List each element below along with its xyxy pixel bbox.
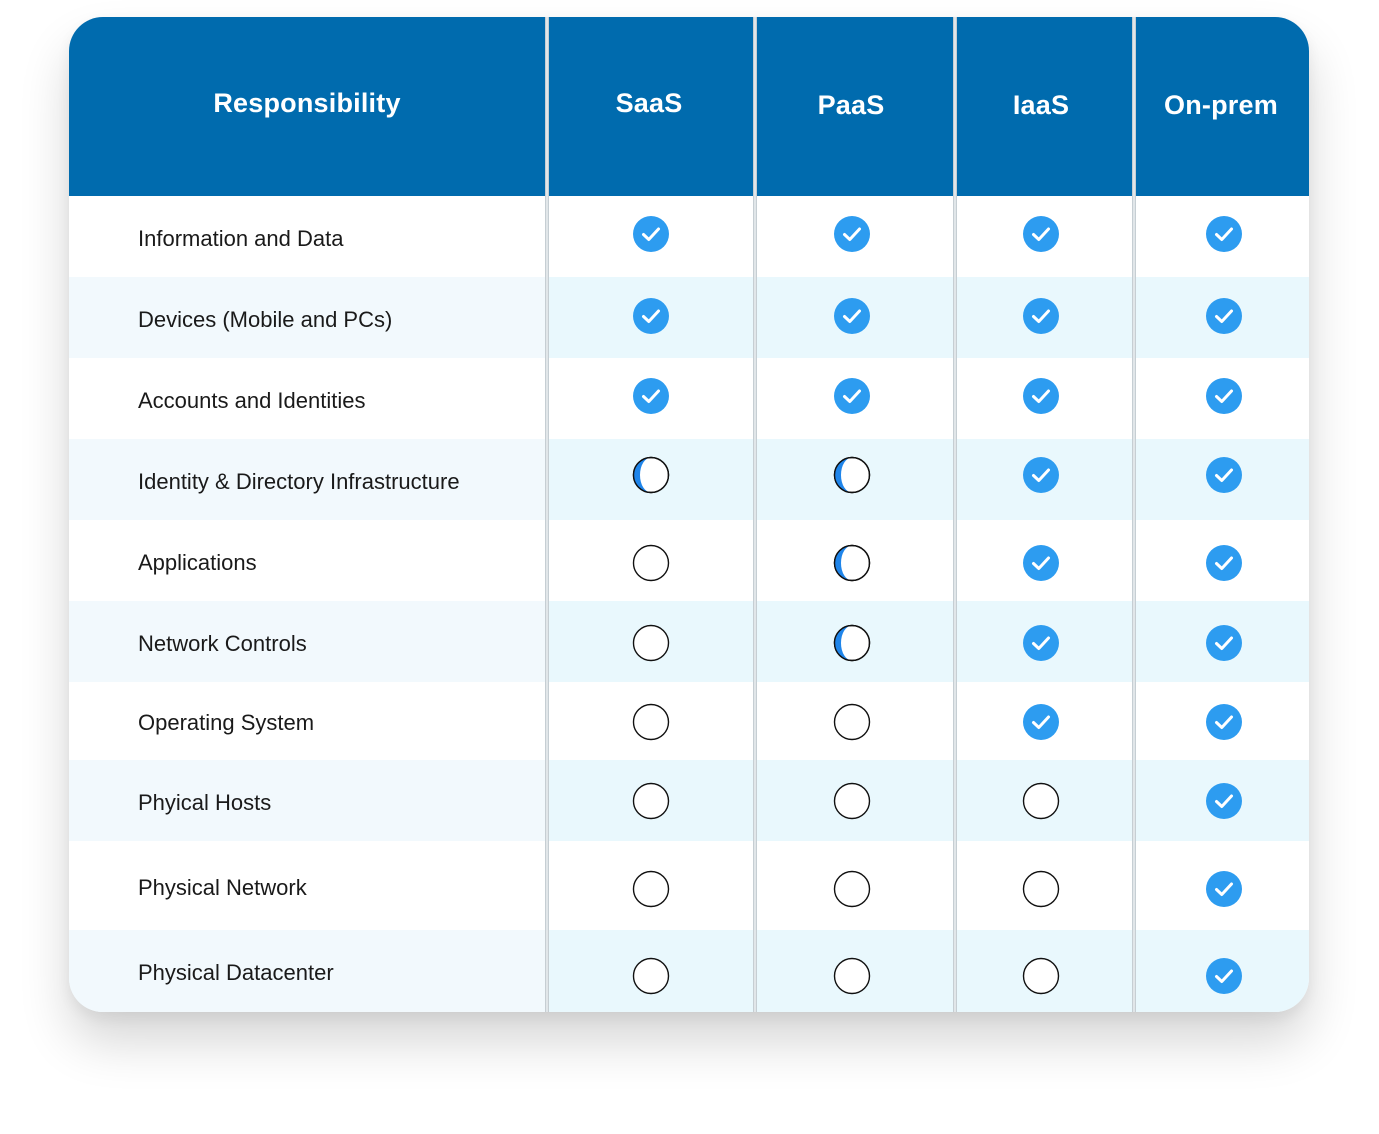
check-circle-icon: [833, 297, 871, 335]
empty-circle-icon: [833, 870, 871, 908]
check-circle-icon: [1205, 957, 1243, 995]
row-label: Phyical Hosts: [138, 790, 272, 815]
table-row: Operating System: [69, 682, 1309, 760]
check-circle-icon: [1205, 297, 1243, 335]
check-circle-icon: [1205, 215, 1243, 253]
half-circle-icon: [833, 544, 871, 582]
check-circle-icon: [1022, 297, 1060, 335]
header-onprem: On-prem: [1164, 90, 1278, 120]
column-divider: [953, 17, 957, 1012]
half-circle-icon: [632, 456, 670, 494]
row-label: Devices (Mobile and PCs): [138, 307, 393, 332]
table-row: Network Controls: [69, 601, 1309, 682]
check-circle-icon: [1022, 624, 1060, 662]
check-circle-icon: [833, 377, 871, 415]
check-circle-icon: [1022, 703, 1060, 741]
table-row: Devices (Mobile and PCs): [69, 277, 1309, 358]
row-label-cell: Devices (Mobile and PCs): [69, 277, 545, 358]
check-circle-icon: [632, 297, 670, 335]
row-label: Network Controls: [138, 631, 307, 656]
empty-circle-icon: [1022, 782, 1060, 820]
check-circle-icon: [1205, 782, 1243, 820]
check-circle-icon: [1022, 544, 1060, 582]
row-label-cell: Network Controls: [69, 601, 545, 682]
header-paas: PaaS: [817, 90, 885, 120]
check-circle-icon: [1205, 377, 1243, 415]
check-circle-icon: [1205, 624, 1243, 662]
table-header: Responsibility SaaS PaaS IaaS On-prem: [69, 17, 1309, 196]
table-row: Identity & Directory Infrastructure: [69, 439, 1309, 520]
row-label: Accounts and Identities: [138, 388, 366, 413]
table-row: Applications: [69, 520, 1309, 601]
row-label-cell: Operating System: [69, 682, 545, 760]
empty-circle-icon: [833, 957, 871, 995]
header-iaas: IaaS: [1012, 90, 1070, 120]
row-label: Operating System: [138, 710, 315, 735]
check-circle-icon: [632, 215, 670, 253]
row-label: Information and Data: [138, 226, 344, 251]
check-circle-icon: [1205, 703, 1243, 741]
row-label: Physical Datacenter: [138, 960, 334, 985]
row-label: Physical Network: [138, 875, 307, 900]
column-divider: [545, 17, 549, 1012]
empty-circle-icon: [833, 703, 871, 741]
row-label-cell: Physical Network: [69, 841, 545, 930]
empty-circle-icon: [833, 782, 871, 820]
empty-circle-icon: [632, 957, 670, 995]
check-circle-icon: [1205, 456, 1243, 494]
check-circle-icon: [833, 215, 871, 253]
check-circle-icon: [1022, 377, 1060, 415]
empty-circle-icon: [1022, 957, 1060, 995]
row-label-cell: Physical Datacenter: [69, 930, 545, 1012]
check-circle-icon: [1205, 544, 1243, 582]
header-responsibility: Responsibility: [213, 88, 401, 118]
table-row: Information and Data: [69, 196, 1309, 277]
half-circle-icon: [833, 456, 871, 494]
check-circle-icon: [1022, 215, 1060, 253]
header-saas: SaaS: [615, 88, 683, 118]
column-divider: [753, 17, 757, 1012]
empty-circle-icon: [632, 782, 670, 820]
empty-circle-icon: [632, 544, 670, 582]
row-label-cell: Identity & Directory Infrastructure: [69, 439, 545, 520]
responsibility-table: Responsibility SaaS PaaS IaaS On-prem In…: [69, 17, 1309, 1012]
check-circle-icon: [632, 377, 670, 415]
row-label-cell: Accounts and Identities: [69, 358, 545, 439]
table-row: Physical Datacenter: [69, 930, 1309, 1012]
row-label: Applications: [138, 550, 257, 575]
table-row: Phyical Hosts: [69, 760, 1309, 841]
row-label-cell: Applications: [69, 520, 545, 601]
row-label: Identity & Directory Infrastructure: [138, 469, 460, 494]
empty-circle-icon: [632, 870, 670, 908]
check-circle-icon: [1205, 870, 1243, 908]
empty-circle-icon: [632, 624, 670, 662]
empty-circle-icon: [1022, 870, 1060, 908]
check-circle-icon: [1022, 456, 1060, 494]
empty-circle-icon: [632, 703, 670, 741]
row-label-cell: Information and Data: [69, 196, 545, 277]
table-row: Physical Network: [69, 841, 1309, 930]
row-label-cell: Phyical Hosts: [69, 760, 545, 841]
column-divider: [1132, 17, 1136, 1012]
half-circle-icon: [833, 624, 871, 662]
table-row: Accounts and Identities: [69, 358, 1309, 439]
